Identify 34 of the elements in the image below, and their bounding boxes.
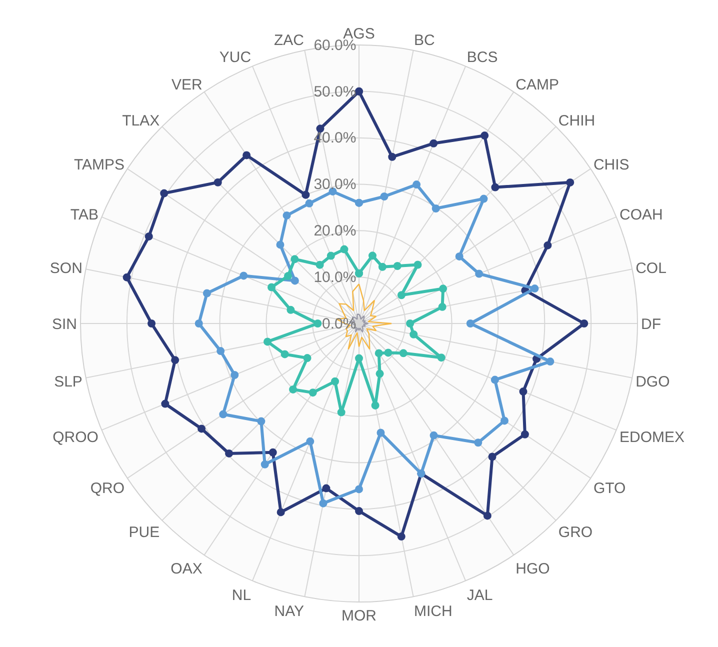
spoke-label: GTO <box>593 480 626 497</box>
spoke-label: JAL <box>466 586 493 604</box>
spoke-label: SIN <box>52 316 77 333</box>
spoke-label: DF <box>641 316 661 333</box>
spoke-label: YUC <box>219 49 252 66</box>
spoke-label: HGO <box>516 560 550 578</box>
spoke-label: SON <box>50 260 82 278</box>
spoke-label: SLP <box>54 374 82 391</box>
spoke-label: GRO <box>558 524 593 542</box>
spoke-label: ZAC <box>274 32 304 49</box>
spoke-label: MICH <box>414 602 452 620</box>
spoke-label: PUE <box>128 524 160 542</box>
spoke-label: QRO <box>90 480 125 497</box>
spoke-label: NAY <box>274 602 304 620</box>
spoke-label: MOR <box>342 608 377 624</box>
spoke-label: EDOMEX <box>620 429 685 446</box>
spoke-label: VER <box>171 76 202 94</box>
spoke-label: TAMPS <box>74 156 125 174</box>
spoke-label: BCS <box>466 49 498 66</box>
spoke-label: TLAX <box>122 112 160 130</box>
spoke-label: CHIS <box>593 156 630 174</box>
spoke-label: BC <box>414 32 436 49</box>
spoke-label: CHIH <box>558 112 596 130</box>
y-tick-label: 30.0% <box>314 176 356 194</box>
spoke-label: CAMP <box>516 76 560 94</box>
y-tick-label: 20.0% <box>314 222 356 240</box>
spoke-label: COL <box>636 260 666 278</box>
spoke-label: DGO <box>636 374 670 391</box>
y-tick-label: 10.0% <box>314 268 356 286</box>
spoke-label: TAB <box>70 206 98 224</box>
spoke-label: QROO <box>52 429 98 446</box>
spoke-label: NL <box>232 586 252 604</box>
spoke-label: OAX <box>170 560 202 578</box>
spoke-label: COAH <box>620 206 663 224</box>
